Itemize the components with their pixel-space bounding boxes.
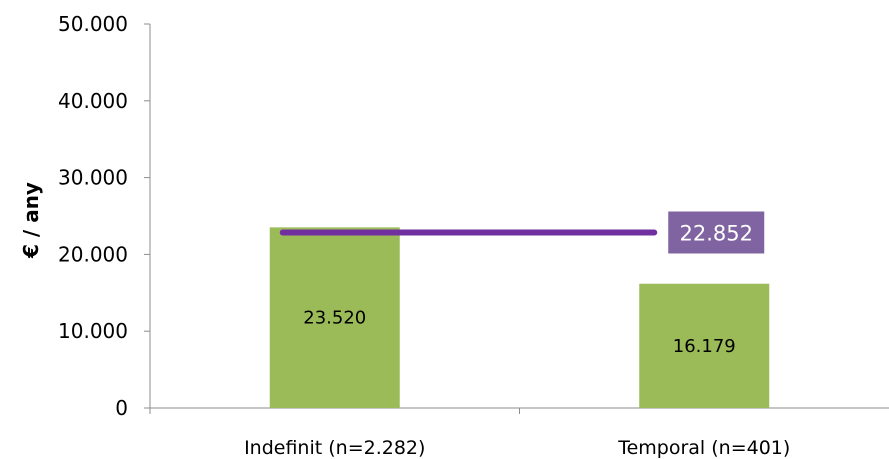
x-category-label: Temporal (n=401) (617, 437, 790, 459)
average-line-group: 22.852 (279, 211, 765, 254)
x-category-label: Indefinit (n=2.282) (244, 437, 425, 459)
bars (269, 227, 770, 408)
average-label-box (668, 211, 765, 254)
y-tick-label: 40.000 (58, 89, 128, 113)
y-tick-label: 20.000 (58, 242, 128, 266)
y-axis: 0 10.000 20.000 30.000 40.000 50.000 (58, 12, 151, 420)
data-labels: 23.520 Indefinit (n=2.282) 16.179 Temporal … (244, 308, 790, 459)
y-tick-label: 0 (115, 396, 128, 420)
y-tick-label: 30.000 (58, 166, 128, 190)
bar-value-label: 23.520 (303, 308, 366, 329)
y-axis-label: € / any (19, 182, 43, 259)
bar-value-label: 16.179 (673, 336, 736, 357)
x-axis (149, 407, 889, 414)
bar (269, 227, 400, 408)
average-value-label: 22.852 (680, 221, 753, 245)
bar (639, 283, 770, 408)
y-tick-label: 10.000 (58, 319, 128, 343)
y-tick-label: 50.000 (58, 12, 128, 36)
